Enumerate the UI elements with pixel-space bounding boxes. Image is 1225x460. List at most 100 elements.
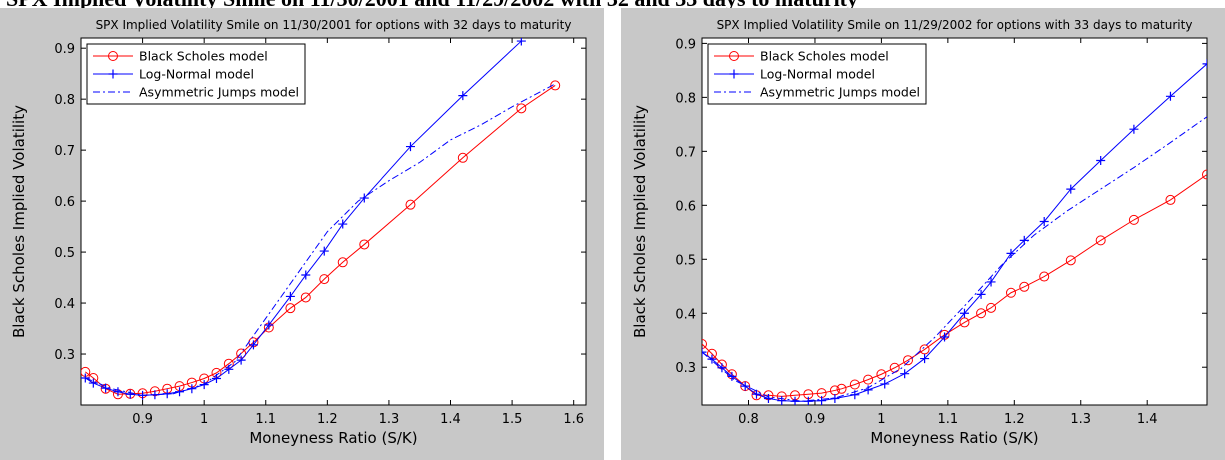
data-point-plus <box>717 363 727 373</box>
y-tick-label: 0.5 <box>675 253 696 268</box>
data-point-plus <box>1096 156 1106 166</box>
data-point-plus <box>817 396 827 405</box>
legend-swatch-marker <box>108 69 118 79</box>
data-point-plus <box>125 389 135 399</box>
data-point-circle <box>359 239 370 250</box>
data-point-plus <box>301 270 311 280</box>
data-point-plus <box>1039 217 1049 226</box>
y-tick-label: 0.3 <box>54 348 75 363</box>
data-point-plus <box>1202 59 1207 69</box>
y-tick-label: 0.7 <box>675 145 696 160</box>
data-point-plus <box>1165 91 1175 101</box>
data-point-plus <box>986 277 996 287</box>
legend-swatch-marker <box>729 51 739 61</box>
data-point-circle <box>457 152 468 163</box>
y-tick-label: 0.9 <box>675 37 696 52</box>
data-point-circle <box>876 369 887 380</box>
x-tick-label: 1.5 <box>502 412 523 427</box>
data-point-plus <box>727 371 737 381</box>
data-point-circle <box>516 103 527 114</box>
data-point-plus <box>880 379 890 389</box>
data-point-plus <box>285 291 295 301</box>
data-point-plus <box>319 246 329 256</box>
y-axis-label: Black Scholes Implied Volatility <box>631 105 649 338</box>
data-point-plus <box>976 289 986 299</box>
y-tick-label: 0.8 <box>675 91 696 106</box>
data-point-plus <box>1129 124 1139 134</box>
data-point-circle <box>337 257 348 268</box>
legend-swatch-marker <box>108 51 118 61</box>
data-point-plus <box>830 394 840 404</box>
legend-label: Asymmetric Jumps model <box>139 85 299 100</box>
series-group <box>702 59 1207 405</box>
legend-label: Black Scholes model <box>139 49 268 64</box>
x-tick-label: 1.3 <box>1070 412 1091 427</box>
data-point-circle <box>1128 214 1139 225</box>
x-tick-label: 1.6 <box>563 412 584 427</box>
y-tick-label: 0.4 <box>675 307 696 322</box>
y-tick-label: 0.6 <box>54 195 75 210</box>
data-point-plus <box>763 394 773 404</box>
x-tick-label: 0.9 <box>805 412 826 427</box>
x-axis-label: Moneyness Ratio (S/K) <box>870 429 1038 447</box>
data-point-plus <box>702 347 707 357</box>
y-tick-label: 0.9 <box>54 42 75 57</box>
page-caption-text: SPX Implied Volatility Smile on 11/30/20… <box>6 0 858 12</box>
data-point-circle <box>1019 281 1030 292</box>
data-point-plus <box>751 389 761 399</box>
data-point-plus <box>803 396 813 405</box>
data-point-circle <box>1005 287 1016 298</box>
data-point-circle <box>1165 194 1176 205</box>
y-tick-label: 0.5 <box>54 246 75 261</box>
data-point-plus <box>1066 184 1076 194</box>
series-line-2 <box>702 116 1207 402</box>
x-tick-label: 1 <box>877 412 885 427</box>
y-tick-label: 0.8 <box>54 93 75 108</box>
data-point-plus <box>101 383 111 393</box>
data-point-circle <box>919 344 930 355</box>
x-tick-label: 0.9 <box>132 412 153 427</box>
chart-title: SPX Implied Volatility Smile on 11/30/20… <box>96 18 572 32</box>
data-point-plus <box>940 332 950 342</box>
legend-label: Asymmetric Jumps model <box>760 85 920 100</box>
data-point-circle <box>1065 255 1076 266</box>
x-tick-label: 0.8 <box>738 412 759 427</box>
data-point-plus <box>236 355 246 365</box>
chart-title: SPX Implied Volatility Smile on 11/29/20… <box>717 18 1193 32</box>
data-point-plus <box>959 308 969 318</box>
data-point-plus <box>248 340 258 350</box>
x-tick-label: 1.2 <box>1004 412 1025 427</box>
data-point-circle <box>319 274 330 285</box>
data-point-circle <box>1095 235 1106 246</box>
data-point-circle <box>550 80 561 91</box>
y-tick-label: 0.7 <box>54 144 75 159</box>
x-tick-label: 1.1 <box>255 412 276 427</box>
data-point-plus <box>920 354 930 364</box>
data-point-circle <box>959 317 970 328</box>
y-tick-label: 0.6 <box>675 199 696 214</box>
figure-panel-left: SPX Implied Volatility Smile on 11/30/20… <box>0 8 604 460</box>
series-line-2 <box>85 83 556 396</box>
data-point-circle <box>836 383 847 394</box>
data-point-plus <box>863 385 873 395</box>
data-point-plus <box>338 219 348 229</box>
data-point-plus <box>88 378 98 388</box>
legend-label: Black Scholes model <box>760 49 889 64</box>
data-point-circle <box>902 355 913 366</box>
data-point-circle <box>1202 169 1207 180</box>
data-point-circle <box>300 292 311 303</box>
data-point-plus <box>900 369 910 379</box>
x-tick-label: 1.4 <box>1137 412 1158 427</box>
data-point-plus <box>458 91 468 101</box>
x-tick-label: 1.1 <box>938 412 959 427</box>
x-tick-label: 1.4 <box>440 412 461 427</box>
x-tick-label: 1.2 <box>317 412 338 427</box>
legend-swatch-marker <box>729 69 739 79</box>
x-tick-label: 1 <box>200 412 208 427</box>
data-point-plus <box>777 396 787 405</box>
data-point-plus <box>1019 235 1029 245</box>
chart-svg-left: SPX Implied Volatility Smile on 11/30/20… <box>10 18 587 447</box>
data-point-circle <box>702 339 707 350</box>
x-axis-label: Moneyness Ratio (S/K) <box>249 429 417 447</box>
data-point-plus <box>359 193 369 203</box>
